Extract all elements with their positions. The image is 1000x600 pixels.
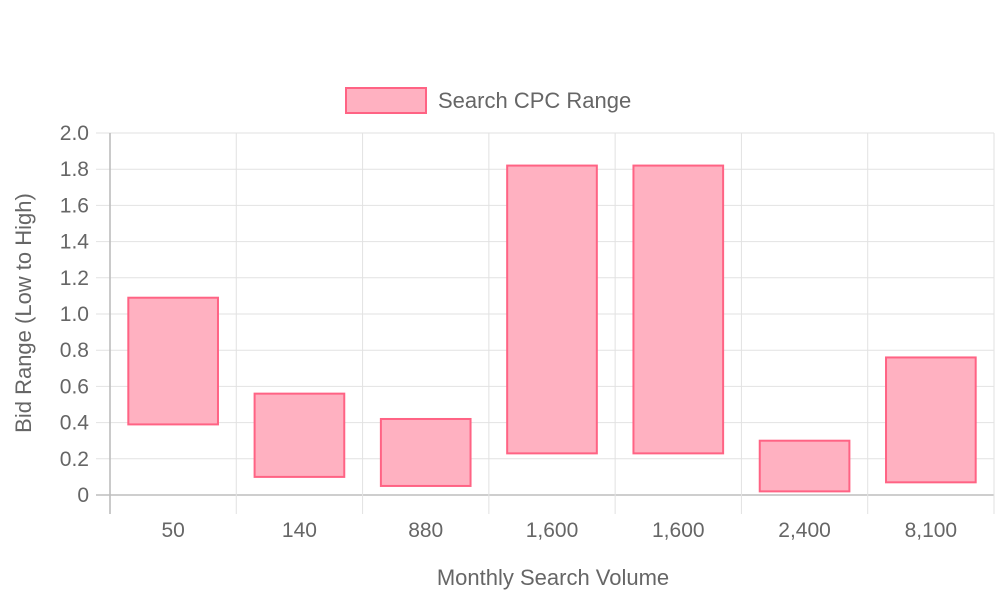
- bar[interactable]: [758, 439, 851, 493]
- axes: 0 0.2 0.4 0.6 0.8 1.0 1.2 1.4 1.6 1.8 2.0 50 140 880 1…: [60, 122, 957, 542]
- y-tick-label: 2.0: [60, 122, 89, 145]
- x-tick-label: 1,600: [652, 519, 705, 542]
- y-axis-title: Bid Range (Low to High): [11, 193, 36, 433]
- x-tick-label: 50: [161, 519, 184, 542]
- x-tick-label: 2,400: [778, 519, 831, 542]
- bar[interactable]: [379, 417, 472, 487]
- legend[interactable]: Search CPC Range: [345, 87, 631, 114]
- x-tick-label: 140: [282, 519, 317, 542]
- x-axis-title: Monthly Search Volume: [437, 565, 669, 590]
- x-tick-label: 880: [408, 519, 443, 542]
- y-tick-label: 1.0: [60, 303, 89, 326]
- y-tick-label: 1.2: [60, 267, 89, 290]
- bar[interactable]: [506, 164, 598, 455]
- x-tick-label: 1,600: [526, 519, 579, 542]
- y-tick-label: 1.8: [60, 158, 89, 181]
- legend-label[interactable]: Search CPC Range: [438, 88, 631, 113]
- y-tick-label: 0: [77, 484, 89, 507]
- bar[interactable]: [885, 356, 977, 484]
- y-tick-label: 0.4: [60, 412, 90, 435]
- x-tick-label: 8,100: [905, 519, 958, 542]
- legend-swatch[interactable]: [345, 87, 427, 114]
- bar[interactable]: [127, 296, 219, 426]
- y-tick-label: 0.8: [60, 339, 89, 362]
- bar[interactable]: [253, 392, 346, 478]
- y-tick-label: 1.6: [60, 194, 89, 217]
- bar[interactable]: [632, 164, 725, 455]
- y-tick-label: 0.2: [60, 448, 89, 471]
- y-tick-label: 0.6: [60, 375, 89, 398]
- bars: [127, 164, 977, 493]
- y-tick-label: 1.4: [60, 231, 90, 254]
